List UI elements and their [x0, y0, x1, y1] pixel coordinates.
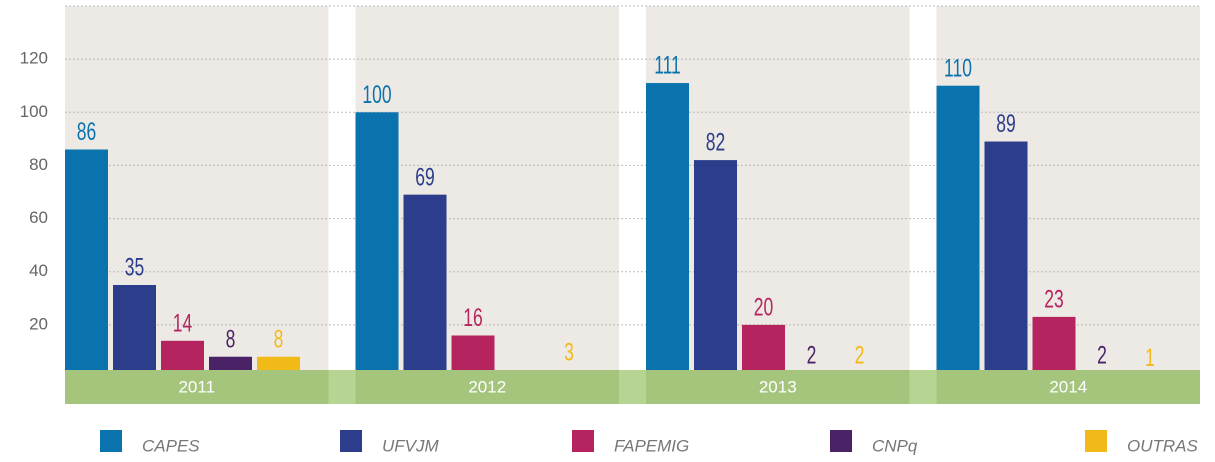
value-label: 1 [1145, 343, 1155, 372]
value-label: 3 [564, 337, 574, 366]
value-label: 23 [1044, 284, 1063, 313]
value-label: 2 [855, 340, 865, 369]
y-tick-label: 20 [29, 314, 48, 333]
legend-swatch [340, 430, 362, 452]
value-label: 8 [226, 324, 236, 353]
y-tick-label: 40 [29, 261, 48, 280]
value-label: 89 [996, 109, 1015, 138]
group-panel [646, 6, 910, 370]
value-label: 8 [274, 324, 284, 353]
category-band [355, 370, 619, 404]
legend-swatch [572, 430, 594, 452]
value-label: 100 [362, 80, 391, 109]
legend-swatch [1085, 430, 1107, 452]
y-tick-label: 100 [20, 102, 48, 121]
legend-label: CNPq [872, 436, 918, 455]
category-band [936, 370, 1200, 404]
y-tick-label: 120 [20, 49, 48, 68]
bar [742, 324, 785, 378]
value-label: 20 [754, 292, 773, 321]
value-label: 111 [654, 50, 681, 79]
bar [355, 112, 399, 379]
group-panel [936, 6, 1200, 370]
x-tick-label: 2014 [1049, 377, 1087, 396]
category-band [65, 370, 329, 404]
bar [113, 285, 156, 378]
legend-label: FAPEMIG [614, 436, 689, 455]
category-band [646, 370, 910, 404]
bar [694, 160, 737, 378]
bar [403, 194, 447, 378]
x-tick-label: 2013 [759, 377, 797, 396]
value-label: 35 [125, 252, 144, 281]
legend-label: CAPES [142, 436, 200, 455]
x-tick-label: 2012 [468, 377, 506, 396]
legend-label: UFVJM [382, 436, 440, 455]
bar [1032, 316, 1076, 378]
legend-swatch [100, 430, 122, 452]
value-label: 69 [415, 162, 434, 191]
group-panel [355, 6, 619, 370]
value-label: 86 [77, 117, 96, 146]
value-label: 2 [807, 340, 817, 369]
legend-swatch [830, 430, 852, 452]
y-tick-label: 80 [29, 155, 48, 174]
value-label: 16 [463, 303, 482, 332]
value-label: 14 [173, 308, 192, 337]
value-label: 110 [944, 53, 972, 82]
legend-label: OUTRAS [1127, 436, 1199, 455]
value-label: 2 [1097, 340, 1107, 369]
bar [65, 149, 108, 378]
group-panel [65, 6, 329, 370]
y-tick-label: 60 [29, 208, 48, 227]
bar [936, 85, 980, 378]
x-tick-label: 2011 [178, 377, 215, 396]
bar [984, 141, 1028, 378]
value-label: 82 [706, 128, 725, 157]
bar [646, 83, 689, 379]
